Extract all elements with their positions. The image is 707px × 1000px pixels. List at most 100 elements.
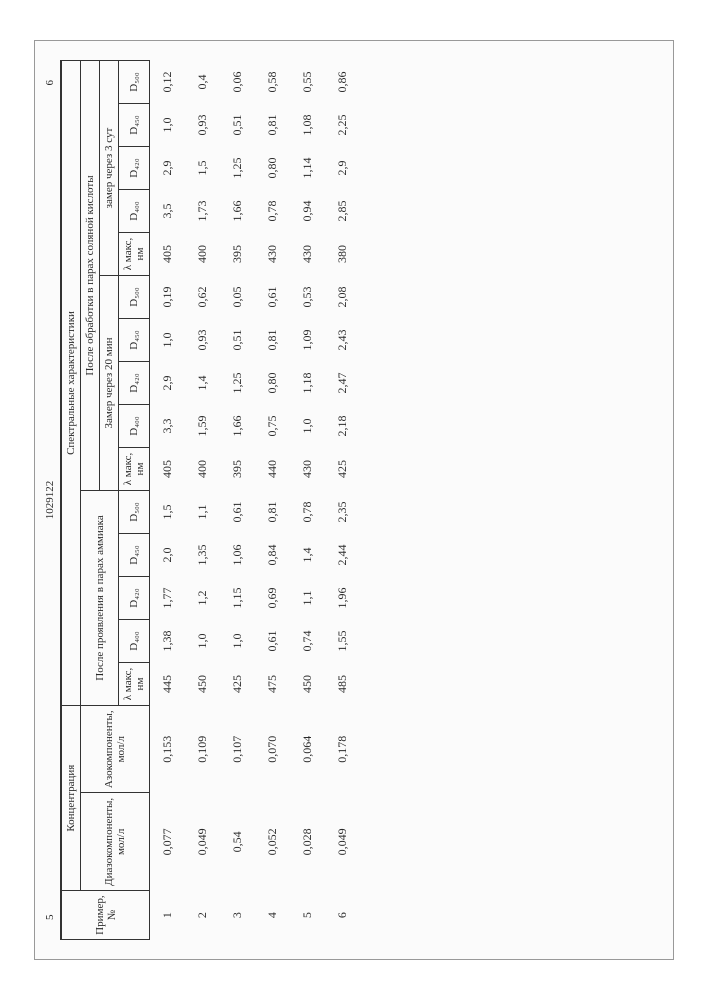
- cell: 1,73: [185, 190, 220, 233]
- cell: 0,064: [290, 706, 325, 793]
- cell: 3: [220, 891, 255, 940]
- cell: 2,35: [325, 491, 360, 534]
- cell: 1,14: [290, 147, 325, 190]
- col-zam20: Замер через 20 мин: [99, 276, 118, 491]
- cell: 0,178: [325, 706, 360, 793]
- cell: 2,9: [149, 362, 185, 405]
- cell: 1,1: [185, 491, 220, 534]
- cell: 405: [149, 448, 185, 491]
- cell: 0,80: [255, 147, 290, 190]
- cell: 0,58: [255, 61, 290, 104]
- col-a-d500: D₅₀₀: [118, 491, 149, 534]
- cell: 1,06: [220, 534, 255, 577]
- cell: 0,05: [220, 276, 255, 319]
- cell: 1,55: [325, 620, 360, 663]
- col-azo: Азокомпоненты, мол/л: [80, 706, 149, 793]
- spectral-table: Пример, № Концентрация Спектральные хара…: [60, 60, 360, 940]
- cell: 430: [290, 448, 325, 491]
- col-primer: Пример, №: [61, 891, 150, 940]
- col-a-d450: D₄₅₀: [118, 534, 149, 577]
- col-b-d500: D₅₀₀: [118, 276, 149, 319]
- col-spectral: Спектральные характеристики: [61, 61, 81, 706]
- cell: 0,61: [220, 491, 255, 534]
- doc-number: 1029122: [44, 481, 56, 520]
- cell: 1: [149, 891, 185, 940]
- col-b-d400: D₄₀₀: [118, 405, 149, 448]
- cell: 0,107: [220, 706, 255, 793]
- cell: 0,78: [255, 190, 290, 233]
- table-body: 10,0770,1534451,381,772,01,54053,32,91,0…: [149, 61, 360, 940]
- cell: 0,84: [255, 534, 290, 577]
- cell: 3,3: [149, 405, 185, 448]
- cell: 1,25: [220, 147, 255, 190]
- scanned-sheet: 5 1029122 6 Пример, № Концентрация Спект…: [34, 40, 674, 960]
- cell: 1,0: [149, 104, 185, 147]
- cell: 0,61: [255, 620, 290, 663]
- cell: 0,06: [220, 61, 255, 104]
- cell: 0,4: [185, 61, 220, 104]
- cell: 1,59: [185, 405, 220, 448]
- cell: 395: [220, 233, 255, 276]
- page-col-right: 6: [44, 80, 56, 86]
- table-row: 40,0520,0704750,610,690,840,814400,750,8…: [255, 61, 290, 940]
- cell: 0,81: [255, 104, 290, 147]
- table-row: 20,0490,1094501,01,21,351,14001,591,40,9…: [185, 61, 220, 940]
- cell: 2,9: [325, 147, 360, 190]
- cell: 2,47: [325, 362, 360, 405]
- cell: 2,9: [149, 147, 185, 190]
- page: 5 1029122 6 Пример, № Концентрация Спект…: [0, 0, 707, 1000]
- table-header: Пример, № Концентрация Спектральные хара…: [61, 61, 150, 940]
- cell: 0,052: [255, 793, 290, 891]
- cell: 395: [220, 448, 255, 491]
- cell: 6: [325, 891, 360, 940]
- col-diazo: Диазокомпоненты, мол/л: [80, 793, 149, 891]
- cell: 0,74: [290, 620, 325, 663]
- cell: 0,54: [220, 793, 255, 891]
- col-b-d420: D₄₂₀: [118, 362, 149, 405]
- cell: 2,18: [325, 405, 360, 448]
- top-markers: 5 1029122 6: [44, 60, 60, 940]
- cell: 2,85: [325, 190, 360, 233]
- col-b-d450: D₄₅₀: [118, 319, 149, 362]
- cell: 0,109: [185, 706, 220, 793]
- cell: 0,62: [185, 276, 220, 319]
- cell: 1,4: [185, 362, 220, 405]
- cell: 0,75: [255, 405, 290, 448]
- cell: 0,51: [220, 319, 255, 362]
- cell: 1,5: [149, 491, 185, 534]
- cell: 0,69: [255, 577, 290, 620]
- cell: 430: [255, 233, 290, 276]
- col-a-d400: D₄₀₀: [118, 620, 149, 663]
- col-after-hcl: После обработки в парах соляной кислоты: [80, 61, 99, 491]
- col-a-lambda: λ макс, нм: [118, 663, 149, 706]
- cell: 0,049: [325, 793, 360, 891]
- cell: 1,66: [220, 190, 255, 233]
- cell: 430: [290, 233, 325, 276]
- cell: 1,08: [290, 104, 325, 147]
- cell: 0,86: [325, 61, 360, 104]
- cell: 2,44: [325, 534, 360, 577]
- table-row: 30,540,1074251,01,151,060,613951,661,250…: [220, 61, 255, 940]
- cell: 1,09: [290, 319, 325, 362]
- cell: 1,0: [185, 620, 220, 663]
- cell: 445: [149, 663, 185, 706]
- cell: 1,0: [220, 620, 255, 663]
- cell: 0,81: [255, 319, 290, 362]
- cell: 4: [255, 891, 290, 940]
- cell: 450: [290, 663, 325, 706]
- cell: 2: [185, 891, 220, 940]
- cell: 2,25: [325, 104, 360, 147]
- cell: 0,12: [149, 61, 185, 104]
- cell: 1,2: [185, 577, 220, 620]
- cell: 0,78: [290, 491, 325, 534]
- page-col-left: 5: [44, 915, 56, 921]
- col-c-d400: D₄₀₀: [118, 190, 149, 233]
- col-c-lambda: λ макс, нм: [118, 233, 149, 276]
- col-b-lambda: λ макс, нм: [118, 448, 149, 491]
- col-after-ammonia: После проявления в парах аммиака: [80, 491, 118, 706]
- cell: 0,53: [290, 276, 325, 319]
- cell: 440: [255, 448, 290, 491]
- cell: 0,61: [255, 276, 290, 319]
- cell: 1,18: [290, 362, 325, 405]
- cell: 3,5: [149, 190, 185, 233]
